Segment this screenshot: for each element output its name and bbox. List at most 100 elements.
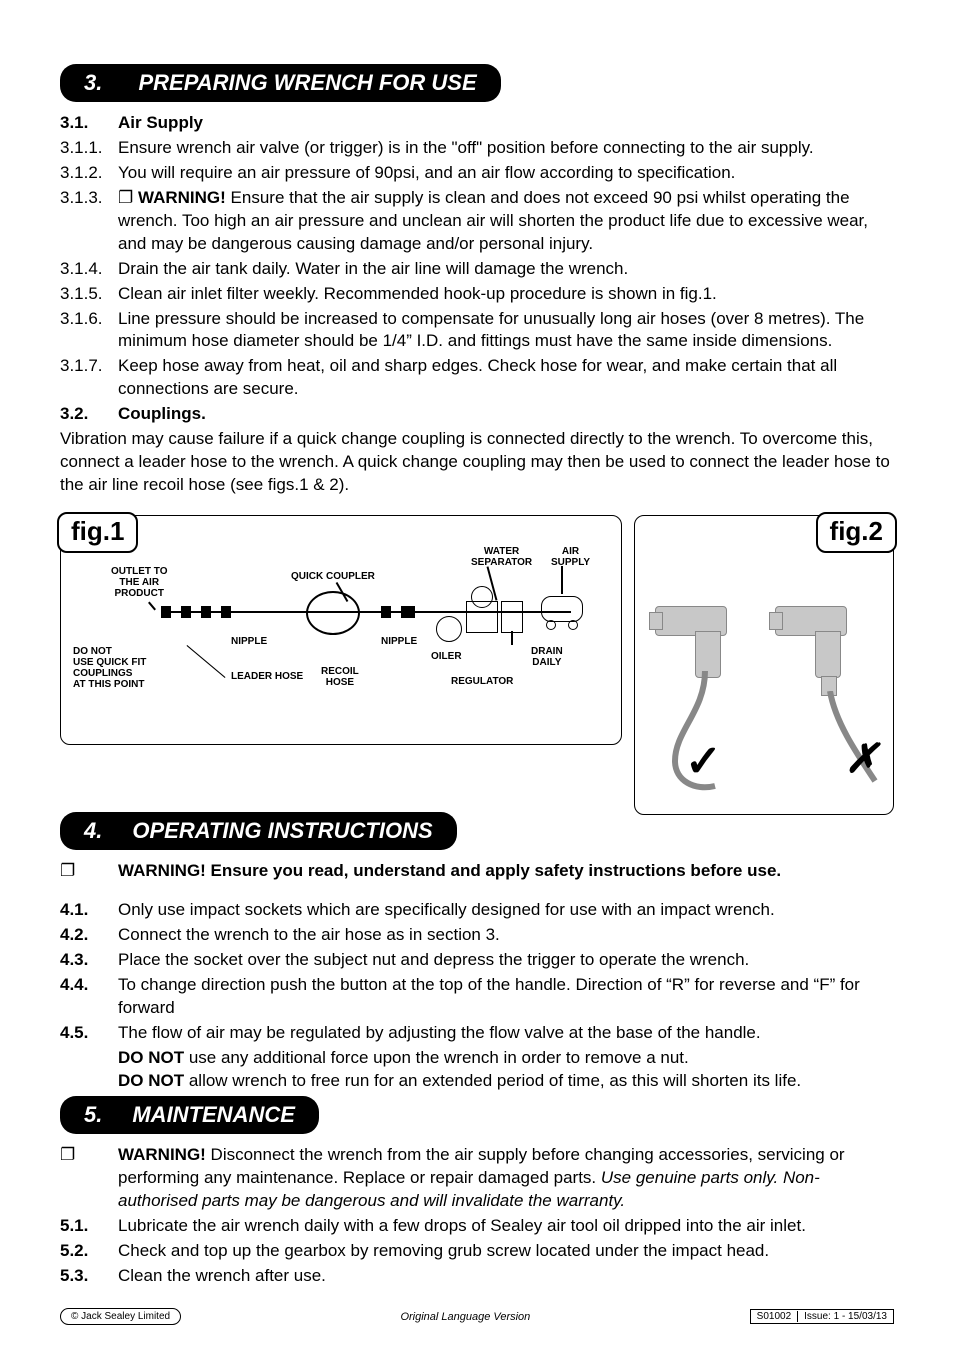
fig1-cap-quick: QUICK COUPLER bbox=[291, 571, 375, 582]
section-5-body: ❐ WARNING! Disconnect the wrench from th… bbox=[60, 1144, 894, 1288]
section-5-title: MAINTENANCE bbox=[132, 1102, 295, 1127]
item-3-1-1-text: Ensure wrench air valve (or trigger) is … bbox=[118, 137, 894, 160]
fig1-compressor-tank bbox=[541, 596, 583, 622]
fig1-cap-leader: LEADER HOSE bbox=[231, 671, 303, 682]
fig2-wrench2-anvil bbox=[769, 612, 783, 630]
fig1-cap-air: AIR SUPPLY bbox=[551, 546, 590, 568]
fig1-cap-drain: DRAIN DAILY bbox=[531, 646, 563, 668]
s4-donot1-text: use any additional force upon the wrench… bbox=[184, 1048, 689, 1067]
fig2-wrench2-handle bbox=[815, 631, 841, 678]
checkbox-icon: ❐ bbox=[118, 188, 133, 207]
fig1-fitting-5 bbox=[381, 606, 391, 618]
s4-4-num: 4.4. bbox=[60, 974, 118, 1020]
s4-1-num: 4.1. bbox=[60, 899, 118, 922]
item-3-1-5-num: 3.1.5. bbox=[60, 283, 118, 306]
fig1-cap-outlet: OUTLET TO THE AIR PRODUCT bbox=[111, 566, 167, 599]
fig1-ptr-outlet bbox=[148, 602, 156, 611]
fig1-ptr-donot bbox=[187, 645, 226, 678]
section-5-header: 5. MAINTENANCE bbox=[60, 1096, 319, 1134]
item-3-1-2-num: 3.1.2. bbox=[60, 162, 118, 185]
s5-1-text: Lubricate the air wrench daily with a fe… bbox=[118, 1215, 894, 1238]
figure-2-label: fig.2 bbox=[816, 512, 897, 553]
section-4-num: 4. bbox=[84, 818, 102, 843]
s4-2-num: 4.2. bbox=[60, 924, 118, 947]
fig1-cap-nipple1: NIPPLE bbox=[231, 636, 267, 647]
s5-2-num: 5.2. bbox=[60, 1240, 118, 1263]
page-footer: © Jack Sealey Limited Original Language … bbox=[60, 1308, 894, 1325]
item-3-1-7-text: Keep hose away from heat, oil and sharp … bbox=[118, 355, 894, 401]
s4-donot1: DO NOT use any additional force upon the… bbox=[60, 1047, 894, 1070]
footer-center: Original Language Version bbox=[400, 1311, 530, 1323]
s5-3-num: 5.3. bbox=[60, 1265, 118, 1288]
section-5-num: 5. bbox=[84, 1102, 102, 1127]
fig1-oiler bbox=[436, 616, 462, 642]
item-3-2-num: 3.2. bbox=[60, 403, 118, 426]
fig1-fitting-2 bbox=[181, 606, 191, 618]
s5-lead-checkbox: ❐ bbox=[60, 1144, 118, 1213]
item-3-1-3-warn: WARNING! bbox=[138, 188, 226, 207]
fig1-cap-oiler: OILER bbox=[431, 651, 462, 662]
section-3-trailer: Vibration may cause failure if a quick c… bbox=[60, 428, 894, 497]
fig1-cap-water: WATER SEPARATOR bbox=[471, 546, 532, 568]
section-3-num: 3. bbox=[84, 70, 102, 95]
item-3-1-7-num: 3.1.7. bbox=[60, 355, 118, 401]
s4-3-num: 4.3. bbox=[60, 949, 118, 972]
fig1-fitting-4 bbox=[221, 606, 231, 618]
cross-icon: ✗ bbox=[845, 736, 879, 782]
item-3-1-4-num: 3.1.4. bbox=[60, 258, 118, 281]
item-3-1-text: Air Supply bbox=[118, 112, 894, 135]
fig1-cap-regulator: REGULATOR bbox=[451, 676, 513, 687]
section-4-title: OPERATING INSTRUCTIONS bbox=[132, 818, 432, 843]
s4-3-text: Place the socket over the subject nut an… bbox=[118, 949, 894, 972]
figure-1-label: fig.1 bbox=[57, 512, 138, 553]
section-4-body: ❐ WARNING! Ensure you read, understand a… bbox=[60, 860, 894, 1092]
footer-right: S01002 Issue: 1 - 15/03/13 bbox=[750, 1309, 894, 1324]
s4-lead-text: WARNING! Ensure you read, understand and… bbox=[118, 860, 894, 883]
item-3-1-6-text: Line pressure should be increased to com… bbox=[118, 308, 894, 354]
fig1-cap-nipple2: NIPPLE bbox=[381, 636, 417, 647]
item-3-1-num: 3.1. bbox=[60, 112, 118, 135]
footer-issue: Issue: 1 - 15/03/13 bbox=[797, 1311, 887, 1322]
s4-lead-checkbox: ❐ bbox=[60, 860, 118, 883]
s4-donot1-label: DO NOT bbox=[118, 1048, 184, 1067]
fig2-wrench1-anvil bbox=[649, 612, 663, 630]
figure-2: fig.2 ✓ ✗ bbox=[634, 515, 894, 815]
s4-1-text: Only use impact sockets which are specif… bbox=[118, 899, 894, 922]
s5-2-text: Check and top up the gearbox by removing… bbox=[118, 1240, 894, 1263]
s4-2-text: Connect the wrench to the air hose as in… bbox=[118, 924, 894, 947]
item-3-1-1-num: 3.1.1. bbox=[60, 137, 118, 160]
s4-5-text: The flow of air may be regulated by adju… bbox=[118, 1022, 894, 1045]
item-3-1-4-text: Drain the air tank daily. Water in the a… bbox=[118, 258, 894, 281]
item-3-1-3-num: 3.1.3. bbox=[60, 187, 118, 256]
check-icon: ✓ bbox=[685, 736, 722, 787]
figures-row: fig.1 OUTL bbox=[60, 515, 894, 815]
s5-lead-label: WARNING! bbox=[118, 1145, 206, 1164]
fig1-fitting-3 bbox=[201, 606, 211, 618]
section-3-body: 3.1. Air Supply 3.1.1. Ensure wrench air… bbox=[60, 112, 894, 497]
fig1-cap-recoil: RECOIL HOSE bbox=[321, 666, 359, 688]
s4-4-text: To change direction push the button at t… bbox=[118, 974, 894, 1020]
s4-donot2-label: DO NOT bbox=[118, 1071, 184, 1090]
section-3-header: 3. PREPARING WRENCH FOR USE bbox=[60, 64, 501, 102]
item-3-1-3-txt: Ensure that the air supply is clean and … bbox=[118, 188, 868, 253]
fig1-wheel-2 bbox=[568, 620, 578, 630]
figure-1: fig.1 OUTL bbox=[60, 515, 622, 745]
item-3-1-6-num: 3.1.6. bbox=[60, 308, 118, 354]
fig1-drain-line bbox=[511, 631, 513, 645]
item-3-1-5-text: Clean air inlet filter weekly. Recommend… bbox=[118, 283, 894, 306]
s5-1-num: 5.1. bbox=[60, 1215, 118, 1238]
item-3-1-3-text: ❐ WARNING! Ensure that the air supply is… bbox=[118, 187, 894, 256]
fig1-recoil-coil bbox=[306, 591, 360, 635]
fig1-water-sep bbox=[501, 601, 523, 633]
fig1-regulator-gauge bbox=[471, 586, 493, 608]
s5-3-text: Clean the wrench after use. bbox=[118, 1265, 894, 1288]
item-3-2-text: Couplings. bbox=[118, 403, 894, 426]
section-3-title: PREPARING WRENCH FOR USE bbox=[138, 70, 476, 95]
footer-copyright: © Jack Sealey Limited bbox=[60, 1308, 181, 1325]
fig1-ptr-air bbox=[561, 566, 563, 594]
section-4-header: 4. OPERATING INSTRUCTIONS bbox=[60, 812, 457, 850]
s5-lead: WARNING! Disconnect the wrench from the … bbox=[118, 1144, 894, 1213]
s4-donot2: DO NOT allow wrench to free run for an e… bbox=[60, 1070, 894, 1093]
item-3-1-2-text: You will require an air pressure of 90ps… bbox=[118, 162, 894, 185]
fig1-wheel-1 bbox=[546, 620, 556, 630]
